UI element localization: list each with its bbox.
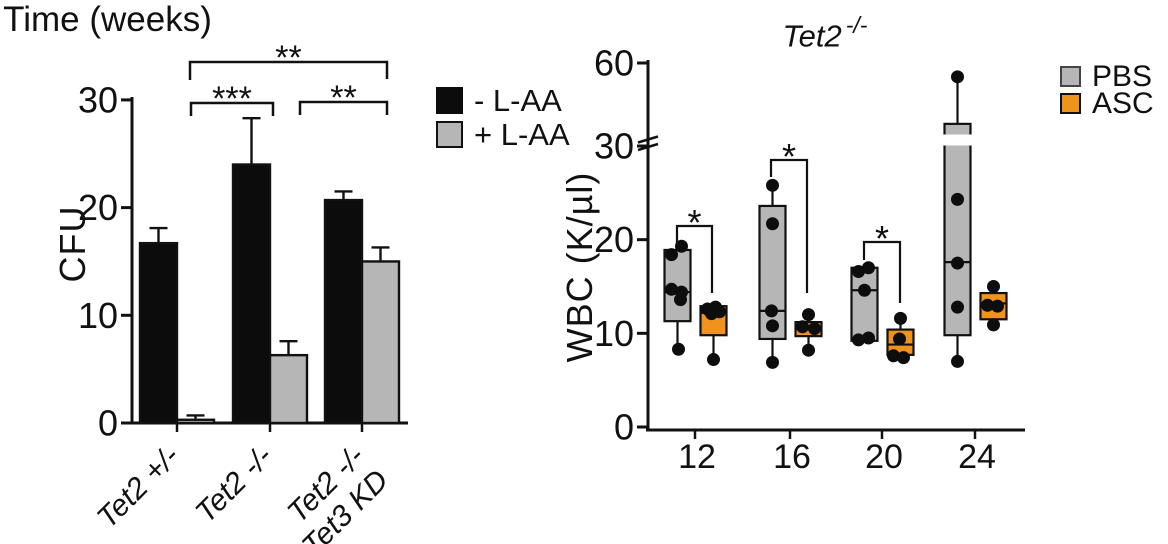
svg-text:Tet2 -/-: Tet2 -/- bbox=[189, 440, 279, 530]
pbs-label: PBS bbox=[1092, 60, 1153, 93]
right-chart-title-superscript: -/- bbox=[845, 12, 868, 38]
legend-row-plus-laa: + L-AA bbox=[436, 117, 570, 152]
plus-laa-swatch-icon bbox=[436, 121, 463, 148]
plus-laa-label: + L-AA bbox=[474, 117, 570, 152]
svg-text:30: 30 bbox=[78, 79, 118, 120]
svg-text:20: 20 bbox=[594, 219, 634, 260]
svg-text:**: ** bbox=[275, 39, 301, 77]
svg-text:*: * bbox=[782, 136, 796, 177]
svg-text:30: 30 bbox=[594, 125, 634, 166]
svg-text:10: 10 bbox=[78, 295, 118, 336]
left-y-axis-label: CFU bbox=[52, 205, 93, 283]
right-x-axis-label: Time (weeks) bbox=[3, 0, 212, 39]
svg-text:**: ** bbox=[330, 79, 356, 117]
minus-laa-swatch-icon bbox=[436, 87, 463, 114]
right-y-axis-label: WBC (K/µl) bbox=[559, 171, 600, 363]
svg-text:Tet2 +/-: Tet2 +/- bbox=[91, 440, 186, 535]
right-chart-title: Tet2 -/- bbox=[735, 12, 915, 54]
left-legend: - L-AA + L-AA bbox=[436, 83, 570, 155]
svg-text:60: 60 bbox=[594, 42, 634, 83]
legend-row-asc: ASC bbox=[1060, 87, 1154, 120]
svg-text:*: * bbox=[875, 218, 889, 259]
right-legend: PBS ASC bbox=[1060, 60, 1154, 120]
svg-text:12: 12 bbox=[678, 438, 716, 476]
svg-text:0: 0 bbox=[98, 403, 118, 444]
right-chart-title-base: Tet2 bbox=[782, 18, 842, 54]
pbs-swatch-icon bbox=[1060, 66, 1081, 87]
asc-swatch-icon bbox=[1060, 93, 1081, 114]
asc-label: ASC bbox=[1092, 87, 1154, 120]
svg-text:20: 20 bbox=[78, 187, 118, 228]
svg-text:0: 0 bbox=[614, 407, 634, 448]
svg-text:***: *** bbox=[212, 80, 252, 118]
svg-text:10: 10 bbox=[594, 313, 634, 354]
svg-text:*: * bbox=[687, 202, 701, 243]
svg-text:24: 24 bbox=[958, 438, 996, 476]
svg-text:16: 16 bbox=[773, 438, 811, 476]
minus-laa-label: - L-AA bbox=[474, 83, 562, 118]
legend-row-minus-laa: - L-AA bbox=[436, 83, 570, 118]
svg-text:20: 20 bbox=[865, 438, 903, 476]
legend-row-pbs: PBS bbox=[1060, 60, 1154, 93]
